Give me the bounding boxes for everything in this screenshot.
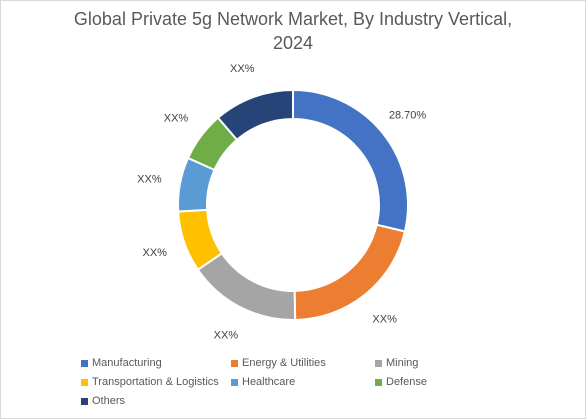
legend-label: Others — [92, 395, 126, 407]
legend-swatch — [81, 397, 88, 405]
chart-title-line-2: 2024 — [272, 33, 314, 53]
data-label-defense: XX% — [164, 113, 189, 125]
legend-label: Manufacturing — [92, 357, 162, 369]
legend-item: Mining — [375, 355, 418, 371]
legend-swatch — [231, 378, 238, 386]
legend-label: Energy & Utilities — [242, 357, 326, 369]
legend-item: Healthcare — [231, 374, 295, 390]
legend-label: Transportation & Logistics — [92, 376, 219, 388]
data-label-mining: XX% — [214, 330, 239, 342]
legend-label: Mining — [386, 357, 419, 369]
legend-swatch — [81, 378, 88, 386]
legend-label: Healthcare — [242, 376, 296, 388]
slice-mining — [196, 251, 297, 321]
legend-swatch — [81, 359, 88, 367]
legend-swatch — [375, 359, 382, 367]
legend-swatch — [375, 378, 382, 386]
slice-energy-utilities — [293, 223, 407, 321]
slice-others — [216, 88, 294, 142]
chart-title: Global Private 5g Network Market, By Ind… — [1, 7, 585, 55]
legend-item: Energy & Utilities — [231, 355, 326, 371]
chart-title-line-1: Global Private 5g Network Market, By Ind… — [73, 9, 513, 29]
data-label-healthcare: XX% — [137, 174, 162, 186]
legend-swatch — [231, 359, 238, 367]
data-label-manufacturing: 28.70% — [389, 109, 427, 121]
data-label-others: XX% — [230, 63, 255, 75]
legend-item: Manufacturing — [81, 355, 162, 371]
data-label-energy-utilities: XX% — [372, 314, 397, 326]
legend-item: Defense — [375, 374, 427, 390]
legend-item: Others — [81, 393, 125, 409]
legend-item: Transportation & Logistics — [81, 374, 219, 390]
data-label-transportation-logistics: XX% — [142, 247, 167, 259]
legend-label: Defense — [386, 376, 427, 388]
